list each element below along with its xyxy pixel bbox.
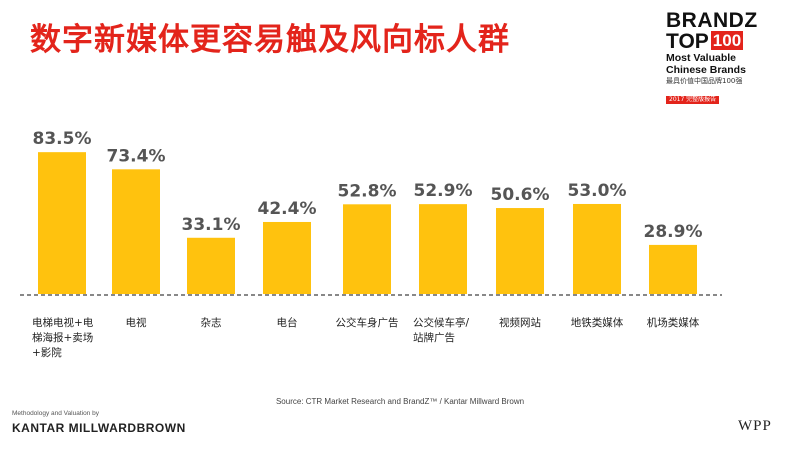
bar-value-label-1: 73.4% bbox=[107, 146, 166, 166]
logo-100-badge: 100 bbox=[710, 31, 744, 50]
logo-top100: TOP 100 bbox=[666, 31, 786, 52]
page-title: 数字新媒体更容易触及风向标人群 bbox=[30, 22, 510, 58]
category-label-6: 视频网站 bbox=[499, 316, 541, 329]
bar-value-label-0: 83.5% bbox=[33, 129, 92, 149]
category-label-1: 电视 bbox=[126, 316, 147, 329]
bar-0 bbox=[38, 152, 86, 294]
bar-6 bbox=[496, 208, 544, 294]
bar-value-label-7: 53.0% bbox=[568, 181, 627, 201]
category-label-5: 公交候车亭/站牌广告 bbox=[413, 316, 469, 344]
bar-value-label-3: 42.4% bbox=[258, 199, 317, 219]
category-label-3: 电台 bbox=[277, 316, 298, 329]
logo-top-text: TOP bbox=[666, 30, 709, 53]
bar-2 bbox=[187, 237, 235, 294]
bar-3 bbox=[263, 221, 311, 294]
source-note: Source: CTR Market Research and BrandZ™ … bbox=[275, 397, 525, 406]
bar-value-label-8: 28.9% bbox=[644, 222, 703, 242]
logo-chinese-subtitle: 最具价值中国品牌100强 bbox=[666, 77, 743, 85]
logo-report-badge: 2017 完整版报告 bbox=[666, 96, 720, 104]
bar-value-label-4: 52.8% bbox=[338, 181, 397, 201]
bar-7 bbox=[573, 203, 621, 294]
category-label-0: 电梯电视+电梯海报+卖场+影院 bbox=[32, 316, 94, 359]
bar-4 bbox=[343, 204, 391, 294]
logo-most-valuable: Most Valuable bbox=[666, 52, 737, 64]
logo-chinese-brands: Chinese Brands bbox=[666, 64, 746, 76]
bar-1 bbox=[112, 169, 160, 294]
category-label-4: 公交车身广告 bbox=[336, 316, 399, 329]
bar-5 bbox=[419, 204, 467, 294]
kantar-millwardbrown-logo: KANTAR MILLWARDBROWN bbox=[12, 421, 186, 435]
bar-value-label-5: 52.9% bbox=[414, 181, 473, 201]
brandz-logo: BRANDZ TOP 100 Most Valuable Chinese Bran… bbox=[666, 10, 786, 105]
wpp-logo: WPP bbox=[738, 418, 772, 434]
category-label-2: 杂志 bbox=[201, 316, 222, 329]
logo-brandz-text: BRANDZ bbox=[666, 9, 758, 32]
bar-chart: 83.5% 电梯电视+电梯海报+卖场+影院 73.4% 电视 33.1% 杂志 42.4% 电… bbox=[20, 129, 722, 359]
methodology-note: Methodology and Valuation by bbox=[12, 410, 99, 417]
category-label-7: 地铁类媒体 bbox=[571, 316, 624, 329]
bar-value-label-2: 33.1% bbox=[182, 215, 241, 235]
bar-value-label-6: 50.6% bbox=[491, 185, 550, 205]
category-label-8: 机场类媒体 bbox=[647, 316, 700, 329]
bar-8 bbox=[649, 244, 697, 294]
